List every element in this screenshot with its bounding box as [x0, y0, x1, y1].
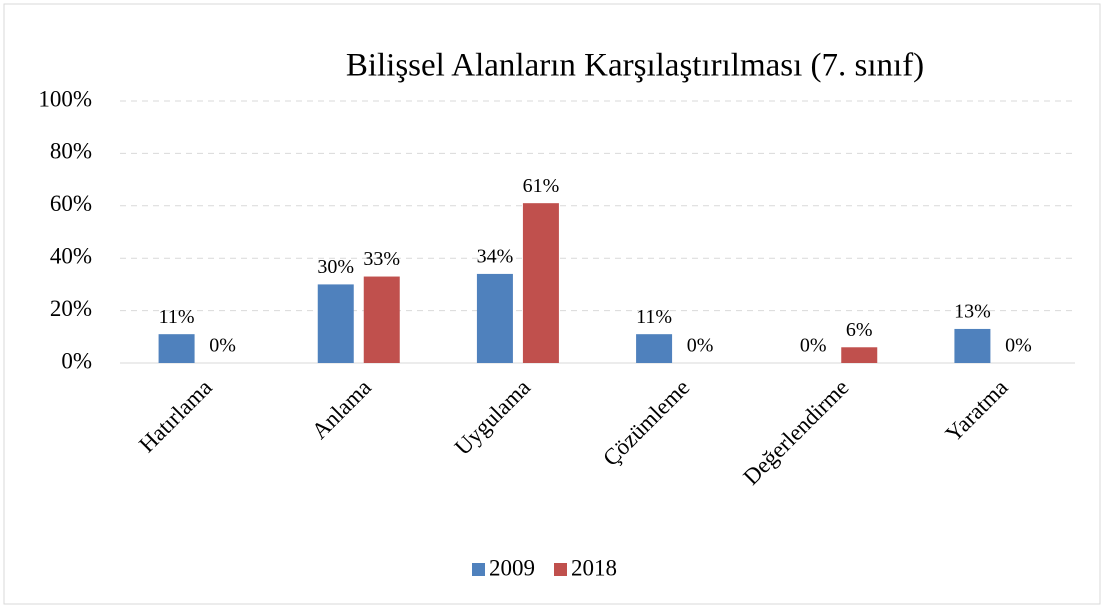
legend-swatch [472, 563, 485, 576]
y-tick-label: 40% [50, 243, 92, 268]
data-label: 33% [363, 248, 400, 270]
bar [841, 347, 878, 363]
data-label: 6% [846, 319, 873, 341]
bar [476, 273, 513, 363]
legend-label: 2009 [489, 555, 535, 580]
bar [317, 284, 354, 363]
y-tick-label: 0% [61, 348, 92, 373]
data-label: 0% [687, 335, 714, 357]
bar [158, 334, 195, 363]
bar [954, 328, 991, 363]
y-tick-label: 100% [38, 86, 92, 111]
y-tick-label: 80% [50, 139, 92, 164]
bar [363, 276, 400, 363]
bar [522, 203, 559, 363]
chart-title: Bilişsel Alanların Karşılaştırılması (7.… [346, 48, 924, 84]
data-label: 0% [1005, 335, 1032, 357]
data-label: 61% [523, 175, 560, 197]
bar [636, 334, 673, 363]
y-tick-label: 20% [50, 296, 92, 321]
y-tick-label: 60% [50, 191, 92, 216]
data-label: 0% [209, 335, 236, 357]
data-label: 13% [954, 301, 991, 323]
data-label: 34% [477, 246, 514, 268]
data-label: 11% [159, 306, 195, 328]
legend-swatch [554, 563, 567, 576]
data-label: 0% [800, 335, 827, 357]
legend-label: 2018 [571, 555, 617, 580]
data-label: 30% [317, 256, 354, 278]
data-label: 11% [636, 306, 672, 328]
